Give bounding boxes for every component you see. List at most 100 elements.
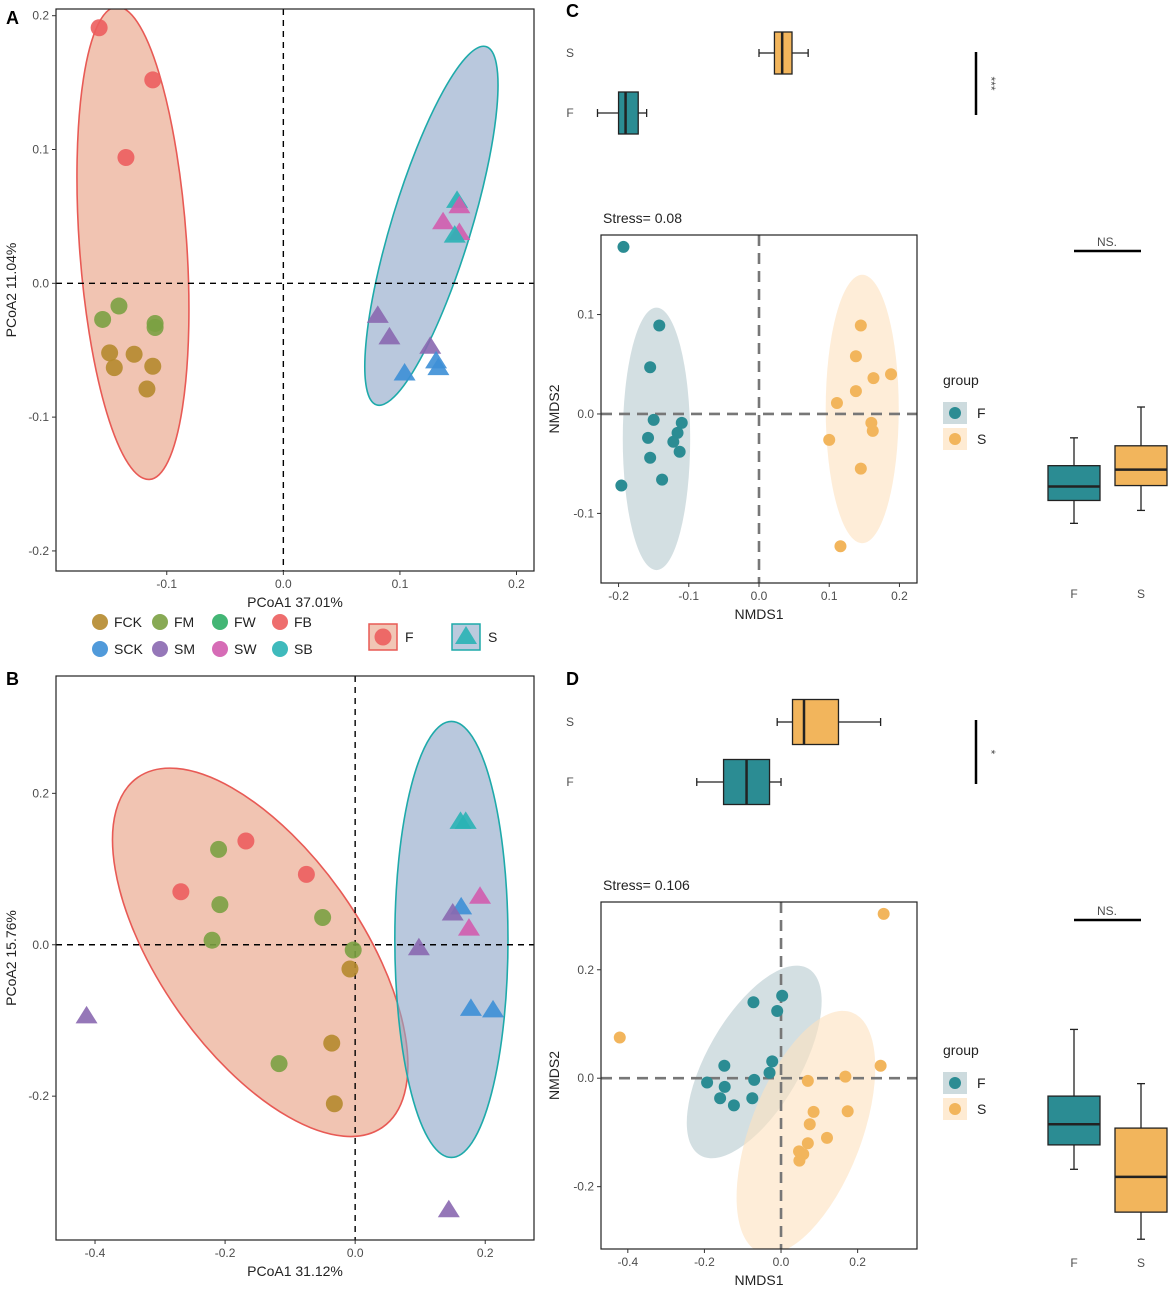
legend-label-FM: FM	[174, 614, 194, 630]
data-point-SM	[378, 326, 401, 345]
y-tick-label: 0.0	[577, 407, 594, 421]
data-point-FM	[270, 1055, 288, 1073]
y-tick-label: -0.2	[28, 1089, 49, 1103]
data-point-FCK	[138, 380, 156, 398]
data-point-S	[841, 1105, 854, 1118]
data-point-SM	[75, 1005, 98, 1024]
data-point-FB	[172, 883, 190, 901]
ellipse-S	[825, 274, 899, 544]
y-tick-label: 0.0	[32, 938, 49, 952]
x-tick-label: 0.0	[275, 577, 292, 591]
data-point-SCK	[427, 357, 450, 376]
legend-label-F: F	[405, 629, 414, 645]
box-S	[791, 698, 840, 746]
y-tick-label: -0.2	[28, 544, 49, 558]
data-point-S	[801, 1137, 814, 1150]
legend-nmds-2: group FS	[943, 372, 986, 450]
legend-key	[949, 1077, 961, 1089]
legend-key-FW	[212, 614, 228, 630]
y-tick-label: 0.1	[32, 143, 49, 157]
data-point-F	[647, 413, 660, 426]
data-point-F	[644, 451, 657, 464]
legend-key	[949, 407, 961, 419]
y-tick-label: -0.1	[28, 410, 49, 424]
legend-key-SCK	[92, 641, 108, 657]
x-tick-label: -0.1	[156, 577, 177, 591]
category-label: S	[1137, 587, 1145, 601]
legend-key	[949, 1103, 961, 1115]
x-tick-label: 0.2	[849, 1255, 866, 1269]
x-tick-label: -0.2	[608, 589, 629, 603]
data-point-F	[766, 1055, 779, 1068]
data-point-S	[834, 540, 847, 553]
significance-label: NS.	[1097, 904, 1117, 918]
data-point-F	[656, 473, 669, 486]
significance-label: *	[984, 750, 998, 755]
box-F	[617, 91, 639, 135]
legend-label-SB: SB	[294, 641, 313, 657]
x-tick-label: -0.1	[678, 589, 699, 603]
data-point-F	[671, 426, 684, 439]
category-label: F	[1070, 587, 1077, 601]
x-axis-label: PCoA1 31.12%	[247, 1263, 343, 1279]
data-point-FB	[144, 71, 162, 89]
legend-key-FCK	[92, 614, 108, 630]
legend-label-SW: SW	[234, 641, 257, 657]
data-point-FCK	[325, 1095, 343, 1113]
legend-label-SM: SM	[174, 641, 195, 657]
data-point-SM	[366, 305, 389, 323]
ellipse-F	[622, 307, 691, 571]
data-point-F	[776, 989, 789, 1002]
data-point-F	[714, 1092, 727, 1105]
ellipse-S	[363, 45, 499, 407]
y-tick-label: -0.2	[573, 1180, 594, 1194]
legend-key-FB	[272, 614, 288, 630]
data-point-F	[644, 361, 657, 374]
x-axis-label: NMDS1	[734, 1272, 783, 1288]
data-point-S	[839, 1070, 852, 1083]
y-axis-label: NMDS2	[546, 384, 562, 433]
x-tick-label: 0.2	[891, 589, 908, 603]
legend-label: F	[977, 405, 986, 421]
y-tick-label: 0.1	[577, 308, 594, 322]
box-S	[1114, 445, 1168, 487]
ellipse-S	[736, 1010, 876, 1249]
data-point-F	[673, 445, 686, 458]
data-point-S	[801, 1074, 814, 1087]
data-point-FCK	[144, 357, 162, 375]
y-axis-label: PCoA2 15.76%	[3, 910, 19, 1006]
data-point-F	[701, 1076, 714, 1089]
category-label: S	[566, 46, 574, 60]
x-tick-label: -0.4	[617, 1255, 638, 1269]
plot-area	[56, 676, 534, 1240]
data-point-S	[823, 433, 836, 446]
panel-letter-B: B	[6, 669, 19, 689]
data-point-FM	[211, 896, 229, 914]
category-label: F	[1070, 1256, 1077, 1270]
box-F	[1047, 465, 1101, 502]
data-point-S	[854, 462, 867, 475]
category-label: F	[566, 106, 573, 120]
legend-label: F	[977, 1075, 986, 1091]
data-point-SCK	[393, 362, 416, 381]
plot-frame	[600, 901, 918, 1250]
category-label: S	[1137, 1256, 1145, 1270]
top-boxplot-3: S F *	[566, 698, 998, 806]
data-point-FM	[94, 310, 112, 328]
data-point-F	[763, 1066, 776, 1079]
y-tick-label: -0.1	[573, 506, 594, 520]
data-point-FM	[210, 840, 228, 858]
data-point-S	[793, 1154, 806, 1167]
data-point-FB	[297, 865, 315, 883]
legend-label: S	[977, 1101, 986, 1117]
legend-label-FCK: FCK	[114, 614, 143, 630]
data-point-SW	[432, 211, 455, 230]
data-point-F	[727, 1099, 740, 1112]
data-point-S	[867, 372, 880, 385]
data-point-SW	[457, 918, 480, 936]
panel-letter-A: A	[6, 8, 19, 28]
plot-frame	[55, 675, 535, 1241]
y-tick-label: 0.2	[577, 963, 594, 977]
data-point-S	[803, 1118, 816, 1131]
